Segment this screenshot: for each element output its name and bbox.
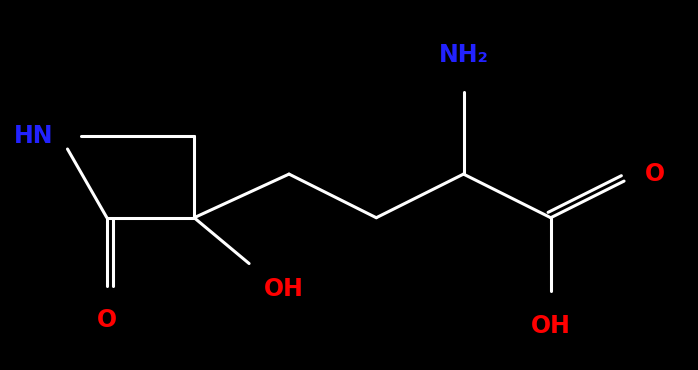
Text: OH: OH [264,277,304,300]
Text: HN: HN [14,124,54,148]
Text: O: O [644,162,664,186]
Text: NH₂: NH₂ [438,43,489,67]
Text: OH: OH [530,314,571,338]
Text: O: O [97,308,117,332]
